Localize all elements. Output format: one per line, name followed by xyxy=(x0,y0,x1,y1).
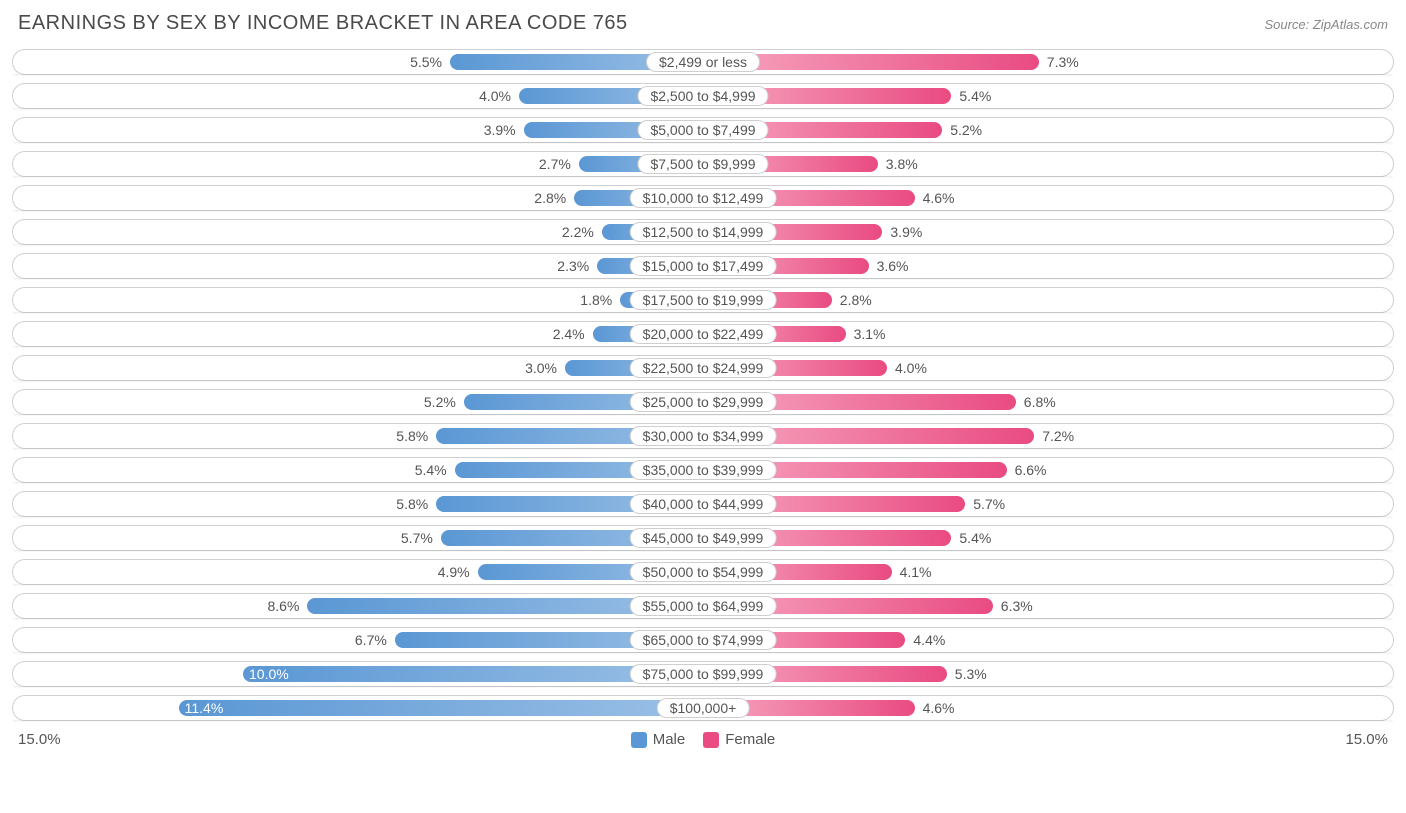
category-label: $10,000 to $12,499 xyxy=(630,188,777,208)
legend-label-male: Male xyxy=(653,731,686,748)
value-female: 5.2% xyxy=(950,122,982,138)
chart-row: 5.7% 5.4% $45,000 to $49,999 xyxy=(12,525,1394,551)
category-label: $5,000 to $7,499 xyxy=(637,120,768,140)
value-male: 2.7% xyxy=(539,156,571,172)
value-female: 4.6% xyxy=(923,190,955,206)
category-label: $30,000 to $34,999 xyxy=(630,426,777,446)
value-male: 5.2% xyxy=(424,394,456,410)
chart-row: 5.5% 7.3% $2,499 or less xyxy=(12,49,1394,75)
category-label: $20,000 to $22,499 xyxy=(630,324,777,344)
chart-row: 3.0% 4.0% $22,500 to $24,999 xyxy=(12,355,1394,381)
value-female: 5.3% xyxy=(955,666,987,682)
chart-row: 2.2% 3.9% $12,500 to $14,999 xyxy=(12,219,1394,245)
value-male: 3.9% xyxy=(484,122,516,138)
chart-row: 5.4% 6.6% $35,000 to $39,999 xyxy=(12,457,1394,483)
legend-swatch-female xyxy=(703,732,719,748)
value-male: 11.4% xyxy=(185,700,224,716)
category-label: $22,500 to $24,999 xyxy=(630,358,777,378)
value-female: 5.4% xyxy=(959,88,991,104)
value-female: 6.8% xyxy=(1024,394,1056,410)
chart-row: 1.8% 2.8% $17,500 to $19,999 xyxy=(12,287,1394,313)
chart-row: 2.8% 4.6% $10,000 to $12,499 xyxy=(12,185,1394,211)
value-male: 3.0% xyxy=(525,360,557,376)
chart-header: EARNINGS BY SEX BY INCOME BRACKET IN ARE… xyxy=(12,12,1394,35)
category-label: $55,000 to $64,999 xyxy=(630,596,777,616)
chart-row: 4.0% 5.4% $2,500 to $4,999 xyxy=(12,83,1394,109)
category-label: $45,000 to $49,999 xyxy=(630,528,777,548)
value-male: 5.4% xyxy=(415,462,447,478)
value-male: 4.9% xyxy=(438,564,470,580)
value-male: 2.2% xyxy=(562,224,594,240)
value-male: 8.6% xyxy=(267,598,299,614)
chart-row: 5.2% 6.8% $25,000 to $29,999 xyxy=(12,389,1394,415)
value-female: 3.8% xyxy=(886,156,918,172)
legend-male: Male xyxy=(631,731,686,748)
category-label: $15,000 to $17,499 xyxy=(630,256,777,276)
category-label: $17,500 to $19,999 xyxy=(630,290,777,310)
value-male: 5.8% xyxy=(396,496,428,512)
category-label: $25,000 to $29,999 xyxy=(630,392,777,412)
value-male: 5.7% xyxy=(401,530,433,546)
chart-title: EARNINGS BY SEX BY INCOME BRACKET IN ARE… xyxy=(18,12,628,35)
value-female: 6.6% xyxy=(1015,462,1047,478)
chart-footer: 15.0% Male Female 15.0% xyxy=(12,731,1394,748)
chart-legend: Male Female xyxy=(61,731,1346,748)
value-female: 4.4% xyxy=(913,632,945,648)
value-female: 5.4% xyxy=(959,530,991,546)
value-male: 2.4% xyxy=(553,326,585,342)
chart-row: 2.4% 3.1% $20,000 to $22,499 xyxy=(12,321,1394,347)
category-label: $12,500 to $14,999 xyxy=(630,222,777,242)
value-female: 5.7% xyxy=(973,496,1005,512)
value-female: 6.3% xyxy=(1001,598,1033,614)
value-male: 5.8% xyxy=(396,428,428,444)
value-male: 10.0% xyxy=(249,666,289,682)
value-male: 2.8% xyxy=(534,190,566,206)
chart-row: 3.9% 5.2% $5,000 to $7,499 xyxy=(12,117,1394,143)
value-male: 1.8% xyxy=(580,292,612,308)
value-male: 2.3% xyxy=(557,258,589,274)
category-label: $100,000+ xyxy=(657,698,750,718)
category-label: $50,000 to $54,999 xyxy=(630,562,777,582)
value-female: 4.6% xyxy=(923,700,955,716)
chart-row: 2.3% 3.6% $15,000 to $17,499 xyxy=(12,253,1394,279)
value-female: 4.1% xyxy=(900,564,932,580)
chart-row: 2.7% 3.8% $7,500 to $9,999 xyxy=(12,151,1394,177)
value-female: 7.2% xyxy=(1042,428,1074,444)
diverging-bar-chart: 5.5% 7.3% $2,499 or less 4.0% 5.4% $2,500 to … xyxy=(12,49,1394,721)
axis-left-label: 15.0% xyxy=(18,731,61,748)
chart-row: 8.6% 6.3% $55,000 to $64,999 xyxy=(12,593,1394,619)
value-female: 2.8% xyxy=(840,292,872,308)
chart-source: Source: ZipAtlas.com xyxy=(1264,17,1388,32)
category-label: $2,500 to $4,999 xyxy=(637,86,768,106)
category-label: $7,500 to $9,999 xyxy=(637,154,768,174)
value-female: 3.1% xyxy=(854,326,886,342)
category-label: $2,499 or less xyxy=(646,52,760,72)
chart-row: 10.0% 5.3% $75,000 to $99,999 xyxy=(12,661,1394,687)
chart-row: 5.8% 5.7% $40,000 to $44,999 xyxy=(12,491,1394,517)
bar-male xyxy=(179,700,703,716)
value-female: 4.0% xyxy=(895,360,927,376)
legend-label-female: Female xyxy=(725,731,775,748)
value-female: 3.9% xyxy=(890,224,922,240)
value-male: 6.7% xyxy=(355,632,387,648)
chart-row: 5.8% 7.2% $30,000 to $34,999 xyxy=(12,423,1394,449)
chart-row: 11.4% 4.6% $100,000+ xyxy=(12,695,1394,721)
axis-right-label: 15.0% xyxy=(1345,731,1388,748)
value-male: 4.0% xyxy=(479,88,511,104)
category-label: $40,000 to $44,999 xyxy=(630,494,777,514)
chart-row: 6.7% 4.4% $65,000 to $74,999 xyxy=(12,627,1394,653)
value-female: 3.6% xyxy=(877,258,909,274)
legend-swatch-male xyxy=(631,732,647,748)
category-label: $35,000 to $39,999 xyxy=(630,460,777,480)
category-label: $75,000 to $99,999 xyxy=(630,664,777,684)
legend-female: Female xyxy=(703,731,775,748)
value-female: 7.3% xyxy=(1047,54,1079,70)
category-label: $65,000 to $74,999 xyxy=(630,630,777,650)
chart-row: 4.9% 4.1% $50,000 to $54,999 xyxy=(12,559,1394,585)
value-male: 5.5% xyxy=(410,54,442,70)
